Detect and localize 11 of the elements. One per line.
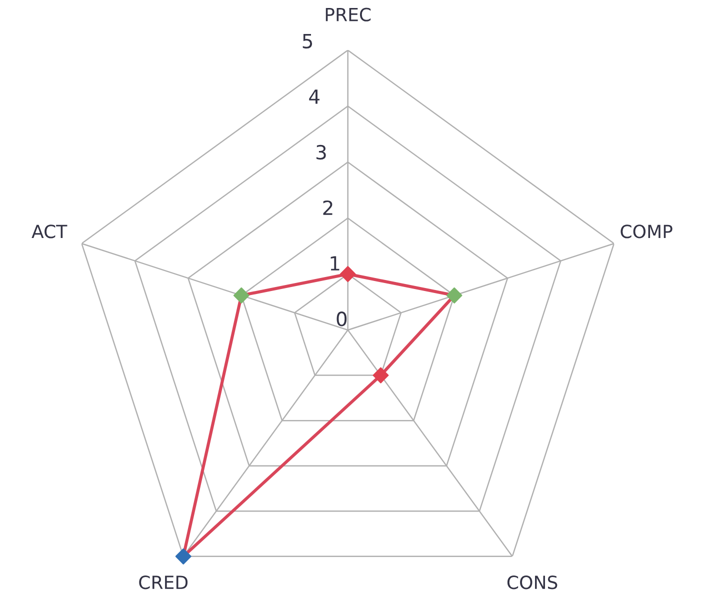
- y-tick-label: 2: [323, 200, 332, 215]
- y-tick-label: 3: [316, 144, 326, 160]
- spoke-label: CRED: [139, 576, 188, 590]
- y-tick-label: 5: [302, 34, 312, 49]
- spoke-label: CONS: [507, 576, 558, 590]
- y-tick-label: 4: [309, 90, 320, 104]
- spoke-label: COMP: [620, 224, 672, 238]
- y-tick-label: 0: [336, 312, 347, 326]
- spoke-label: ACT: [32, 224, 68, 238]
- y-tick-label: 1: [330, 256, 340, 270]
- spoke-label: PREC: [326, 8, 371, 22]
